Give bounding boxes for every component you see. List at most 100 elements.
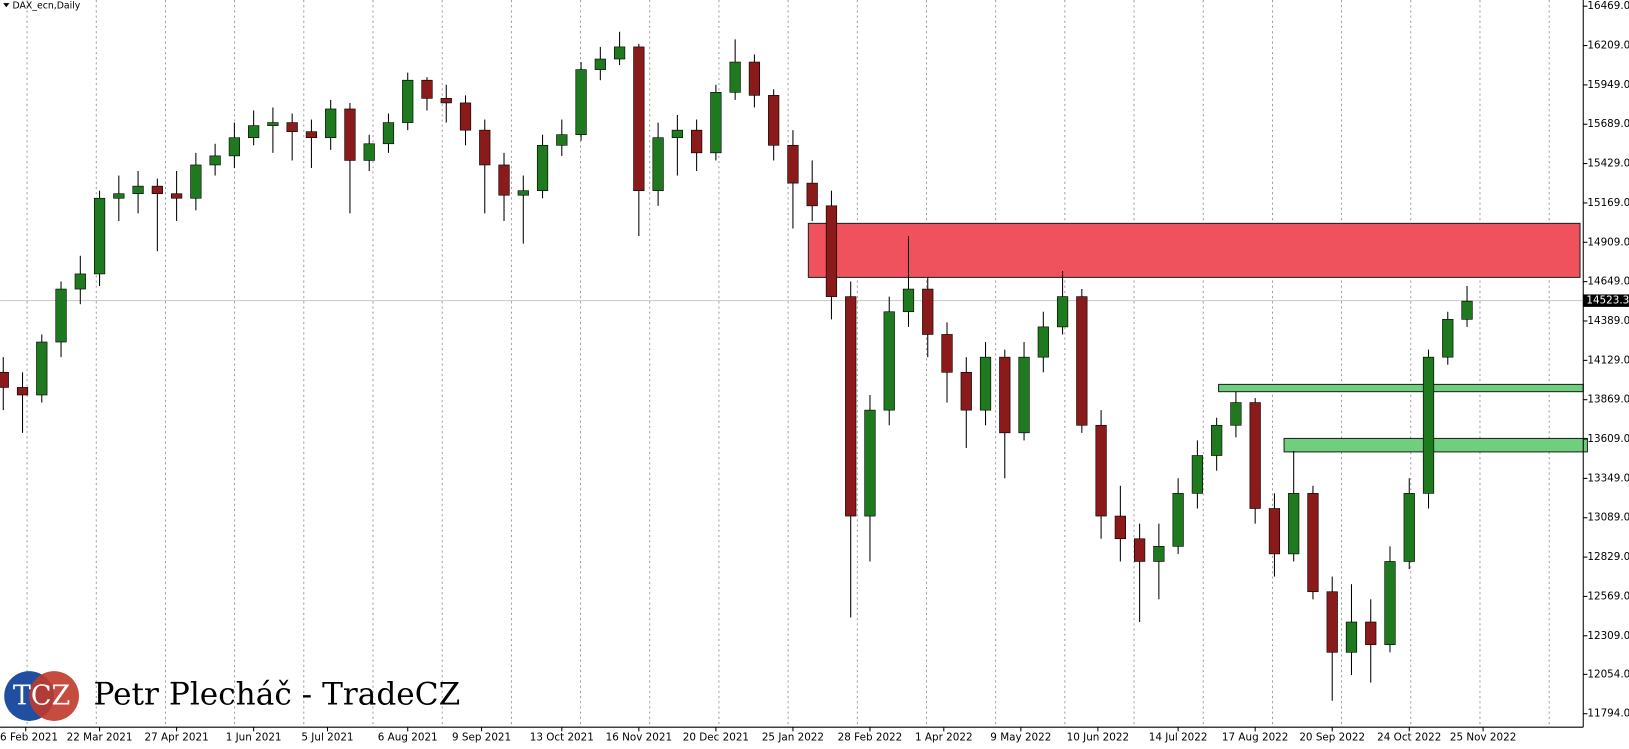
grid-layer xyxy=(0,0,1584,728)
candle-body xyxy=(74,273,86,290)
y-tick-label: 13349.0 xyxy=(1587,472,1629,484)
candle-body xyxy=(190,164,202,199)
candle-body xyxy=(421,79,433,99)
y-tick-label: 13609.0 xyxy=(1587,433,1629,445)
candle-body xyxy=(1365,621,1377,646)
x-tick-label: 13 Oct 2021 xyxy=(530,732,594,744)
y-tick-label: 12829.0 xyxy=(1587,551,1629,563)
candle-body xyxy=(248,125,260,139)
y-tick-label: 15169.0 xyxy=(1587,197,1629,209)
y-tick-label: 12309.0 xyxy=(1587,630,1629,642)
candle-body xyxy=(209,155,221,166)
watermark: Petr Plecháč - TradeCZ xyxy=(94,677,461,713)
candle-body xyxy=(228,137,240,157)
candle-body xyxy=(344,108,356,161)
candle-body xyxy=(170,193,183,199)
x-tick-label: 20 Dec 2021 xyxy=(683,732,749,744)
y-tick-label: 14909.0 xyxy=(1587,236,1629,248)
candle-body xyxy=(132,185,144,195)
candle-body xyxy=(845,296,857,517)
x-tick-label: 17 Aug 2022 xyxy=(1222,732,1288,744)
candle-body xyxy=(1442,319,1454,358)
x-tick-label: 1 Apr 2022 xyxy=(915,732,973,744)
x-tick-label: 20 Sep 2022 xyxy=(1299,732,1365,744)
x-tick-label: 5 Jul 2021 xyxy=(301,732,353,744)
x-tick-label: 14 Jul 2022 xyxy=(1149,732,1208,744)
collapse-arrow xyxy=(3,3,10,8)
candle-body xyxy=(536,144,549,191)
candle-body xyxy=(93,197,106,275)
candle-body xyxy=(1095,424,1107,517)
candle-body xyxy=(267,122,279,126)
logo-text: TCZ xyxy=(13,681,70,712)
candle-body xyxy=(1191,455,1204,494)
candle-body xyxy=(1056,296,1069,328)
candle-body xyxy=(613,46,626,60)
candle-body xyxy=(55,288,67,343)
candle-body xyxy=(498,164,510,196)
x-tick-label: 6 Aug 2021 xyxy=(378,732,438,744)
y-tick-label: 15949.0 xyxy=(1587,79,1629,91)
candle-body xyxy=(979,356,992,411)
x-tick-label: 16 Feb 2021 xyxy=(0,732,58,744)
y-tick-label: 15429.0 xyxy=(1587,158,1629,170)
y-tick-label: 16469.0 xyxy=(1587,0,1629,12)
candle-body xyxy=(1384,561,1396,646)
y-tick-label: 15689.0 xyxy=(1587,118,1629,130)
candle-body xyxy=(16,387,29,396)
y-tick-label: 14129.0 xyxy=(1587,354,1629,366)
candle-body xyxy=(402,79,414,123)
candle-body xyxy=(691,129,703,154)
candle-body xyxy=(1288,493,1300,555)
x-tick-label: 28 Feb 2022 xyxy=(838,732,903,744)
candle-body xyxy=(575,69,587,136)
candle-body xyxy=(729,61,741,93)
x-tick-label: 1 Jun 2021 xyxy=(226,732,282,744)
candle-body xyxy=(1153,546,1165,562)
candle-body xyxy=(1403,493,1415,562)
candle-body xyxy=(305,131,318,139)
x-tick-label: 10 Jun 2022 xyxy=(1067,732,1129,744)
candle-body xyxy=(286,122,298,132)
candle-body xyxy=(382,122,395,145)
candle-body xyxy=(787,144,799,184)
candle-body xyxy=(633,46,645,191)
logo-circle-red xyxy=(29,671,80,721)
y-tick-label: 13089.0 xyxy=(1587,512,1629,524)
x-tick-label: 24 Oct 2022 xyxy=(1377,732,1441,744)
candle-body xyxy=(652,137,664,191)
candle-body xyxy=(671,129,683,139)
candle-body xyxy=(1114,515,1126,540)
candle-body xyxy=(825,205,838,297)
y-tick-label: 13869.0 xyxy=(1587,394,1629,406)
y-tick-label: 14649.0 xyxy=(1587,276,1629,288)
candle-body xyxy=(1307,493,1319,593)
candle-body xyxy=(594,58,606,70)
y-tick-label: 11794.0 xyxy=(1587,708,1629,720)
candle-body xyxy=(36,341,48,396)
y-tick-label: 16209.0 xyxy=(1587,40,1629,52)
candle-body xyxy=(1018,356,1030,434)
x-tick-label: 16 Nov 2021 xyxy=(606,732,672,744)
candle-body xyxy=(748,61,761,96)
candle-body xyxy=(999,356,1011,434)
x-tick-label: 9 May 2022 xyxy=(990,732,1051,744)
symbol-label: DAX_ecn,Daily xyxy=(13,1,81,12)
y-tick-label: 12569.0 xyxy=(1587,590,1629,602)
candle-body xyxy=(922,288,934,335)
candle-body xyxy=(325,108,337,139)
x-tick-label: 9 Sep 2021 xyxy=(452,732,511,744)
candle-body xyxy=(883,311,895,411)
candle-body xyxy=(1230,402,1242,426)
candle-body xyxy=(556,134,568,146)
zone-layer xyxy=(807,222,1588,453)
candle-body xyxy=(151,185,163,195)
candle-body xyxy=(1249,402,1261,509)
candle-body xyxy=(113,193,125,199)
x-tick-label: 25 Nov 2022 xyxy=(1450,732,1516,744)
candle-body xyxy=(1172,493,1184,547)
zone xyxy=(1218,383,1584,393)
